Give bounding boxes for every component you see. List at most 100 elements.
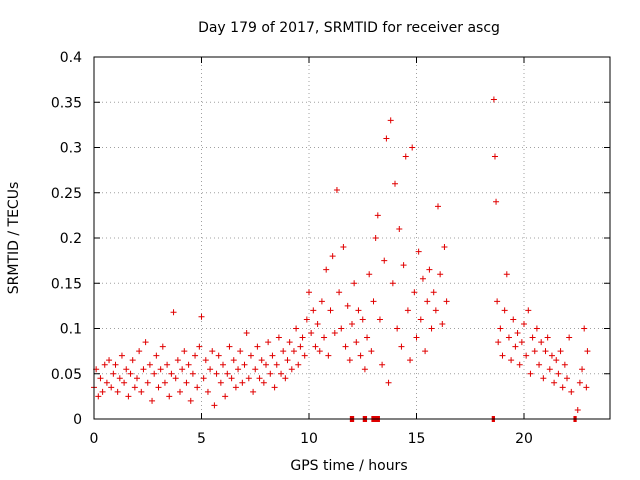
data-point [295,361,302,368]
data-point [389,280,396,287]
data-point [312,343,319,350]
data-point [185,361,192,368]
data-point [140,366,147,373]
data-point [271,384,278,391]
data-point [230,357,237,364]
data-point [327,307,334,314]
chart-title: Day 179 of 2017, SRMTID for receiver asc… [198,20,500,36]
y-tick-label: 0.05 [51,367,82,383]
data-point [213,370,220,377]
data-point [252,366,259,373]
y-axis-label: SRMTID / TECUs [6,182,22,295]
data-point [495,339,502,346]
data-point [250,388,257,395]
data-point [581,325,588,332]
ticks: 0 0.05 0.1 0.15 0.2 0.25 0.3 0.35 0.4 0 5 10 15 20 [51,50,610,447]
data-point [340,244,347,251]
data-point [179,366,186,373]
data-point [202,357,209,364]
data-point [278,370,285,377]
data-point [392,180,398,187]
data-point [97,375,104,382]
data-point [284,357,291,364]
data-point [503,271,510,278]
y-tick-label: 0.35 [51,95,82,111]
data-point [146,361,153,368]
grid [94,57,610,419]
x-tick-label: 0 [90,431,99,447]
data-point [220,361,226,368]
data-point [204,388,211,395]
data-point [359,316,366,323]
data-point [265,339,272,346]
data-point [286,339,293,346]
data-point [183,379,190,386]
data-point [200,375,207,382]
data-point [374,212,381,219]
y-tick-label: 0.1 [60,322,82,338]
data-point [243,330,250,337]
data-point [533,325,540,332]
data-point [316,348,323,355]
data-point [235,366,242,373]
data-point [321,334,328,341]
data-point [417,316,424,323]
data-point [121,379,128,386]
data-point [222,393,229,400]
data-point [123,366,130,373]
x-tick-label: 5 [197,431,206,447]
data-point [129,357,136,364]
data-point [196,343,203,350]
data-point [166,393,173,400]
data-point [579,366,586,373]
data-point [151,370,158,377]
data-point [555,370,562,377]
data-point [267,370,274,377]
data-point [174,357,181,364]
data-point [314,320,321,327]
data-point [301,352,308,359]
data-point [103,379,110,386]
data-point [493,198,500,205]
data-point [499,352,506,359]
data-point [426,266,433,273]
data-point [430,289,437,296]
data-point [228,375,235,382]
data-point [138,388,145,395]
data-point [258,357,265,364]
data-point [561,361,568,368]
data-point [544,334,551,341]
data-point [149,397,156,404]
data-point [553,357,560,364]
x-tick-label: 20 [515,431,533,447]
data-point [508,357,515,364]
data-point [269,352,276,359]
data-point [355,307,362,314]
data-point [376,316,383,323]
y-tick-label: 0 [73,412,82,428]
data-point [237,348,244,355]
data-point [161,379,168,386]
data-point [159,343,166,350]
data-point [293,325,300,332]
data-point [394,325,401,332]
data-point [398,343,405,350]
data-point [226,343,233,350]
data-point [303,316,310,323]
data-point [527,370,534,377]
data-point [211,402,218,409]
data-point [576,379,583,386]
data-point [364,334,371,341]
data-point [439,320,446,327]
data-point [331,330,338,337]
data-point [366,271,373,278]
data-point [546,366,553,373]
data-point [516,361,523,368]
y-tick-label: 0.4 [60,50,82,66]
x-tick-label: 10 [300,431,318,447]
data-point [247,352,254,359]
data-point [368,348,375,355]
data-point [529,334,536,341]
data-point [510,316,517,323]
